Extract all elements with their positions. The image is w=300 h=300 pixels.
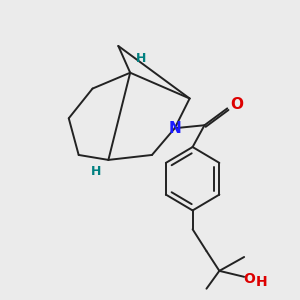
Text: H: H (256, 275, 268, 289)
Text: O: O (243, 272, 255, 286)
Text: N: N (168, 121, 181, 136)
Text: O: O (231, 97, 244, 112)
Text: H: H (136, 52, 146, 65)
Text: H: H (91, 165, 102, 178)
